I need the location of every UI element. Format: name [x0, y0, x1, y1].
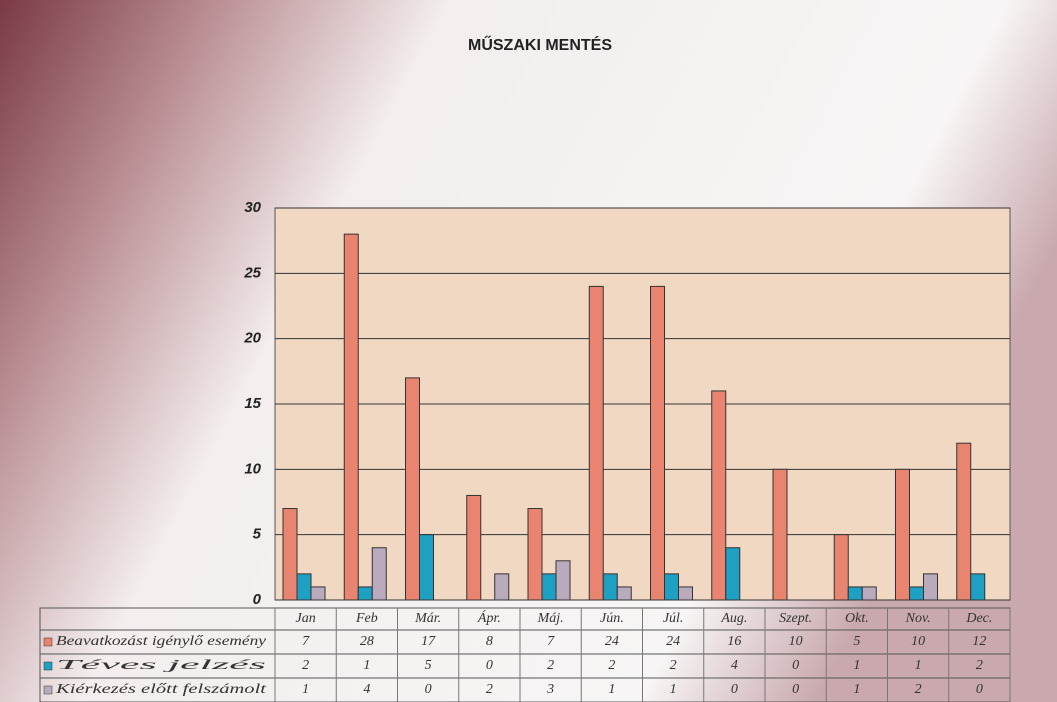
bar: [371, 547, 387, 601]
bar: [650, 285, 665, 601]
bar: [711, 390, 727, 601]
x-tick-label: Júl.: [663, 611, 684, 626]
table-value: 12: [972, 634, 986, 649]
legend-label: Beavatkozást igénylő esemény: [56, 634, 267, 649]
table-value: 5: [425, 658, 432, 673]
table-value: 1: [302, 682, 309, 697]
table-value: 1: [853, 682, 860, 697]
bar: [909, 586, 924, 601]
bar: [527, 508, 543, 601]
table-value: 0: [425, 682, 432, 697]
table-value: 2: [915, 682, 922, 697]
table-value: 2: [302, 658, 309, 673]
y-tick-label: 10: [244, 460, 261, 477]
x-tick-label: Ápr.: [477, 609, 501, 626]
y-tick-label: 15: [244, 395, 261, 412]
y-tick-label: 20: [243, 330, 261, 347]
table-value: 7: [547, 634, 555, 649]
table-value: 2: [670, 658, 677, 673]
bar: [405, 377, 420, 601]
bar: [970, 573, 986, 601]
bar: [494, 573, 510, 601]
table-value: 0: [731, 682, 738, 697]
table-value: 1: [853, 658, 860, 673]
y-tick-label: 0: [253, 591, 262, 608]
table-value: 3: [546, 682, 554, 697]
table-value: 10: [911, 634, 925, 649]
table-value: 2: [547, 658, 554, 673]
bar: [602, 573, 618, 601]
table-value: 24: [666, 634, 680, 649]
bar: [541, 573, 557, 601]
table-value: 7: [302, 634, 310, 649]
table-value: 4: [731, 658, 738, 673]
bar: [833, 534, 849, 601]
table-value: 0: [792, 658, 799, 673]
table-value: 28: [360, 634, 374, 649]
table-value: 17: [421, 634, 436, 649]
x-tick-label: Már.: [414, 611, 441, 626]
bar: [466, 494, 482, 601]
x-tick-label: Jún.: [600, 611, 624, 626]
table-value: 1: [363, 658, 370, 673]
x-tick-label: Máj.: [537, 611, 564, 626]
table-value: 10: [789, 634, 803, 649]
table-value: 1: [915, 658, 922, 673]
table-value: 8: [486, 634, 493, 649]
legend-swatch: [43, 637, 53, 647]
x-tick-label: Nov.: [905, 611, 931, 626]
bar: [664, 573, 679, 601]
y-tick-label: 30: [244, 199, 261, 216]
bar: [282, 508, 298, 601]
table-value: 1: [608, 682, 615, 697]
bar: [678, 586, 693, 601]
x-tick-label: Jan: [296, 611, 316, 626]
legend-label: Kiérkezés előtt felszámolt: [55, 682, 268, 697]
chart-title: MŰSZAKI MENTÉS: [468, 35, 612, 54]
table-value: 0: [486, 658, 493, 673]
bar: [588, 285, 604, 601]
bar: [616, 586, 632, 601]
bar: [772, 468, 788, 601]
legend-label: Téves jelzés: [56, 658, 268, 673]
bar: [956, 442, 972, 601]
table-value: 5: [853, 634, 860, 649]
table-value: 16: [727, 634, 741, 649]
table-value: 2: [486, 682, 493, 697]
x-tick-label: Feb: [355, 611, 378, 626]
bar: [555, 560, 571, 601]
table-value: 4: [363, 682, 370, 697]
y-tick-label: 5: [253, 526, 262, 543]
bar: [310, 586, 326, 601]
table-value: 2: [976, 658, 983, 673]
legend-swatch: [43, 661, 53, 671]
bar: [923, 573, 938, 601]
table-value: 0: [976, 682, 983, 697]
bar: [847, 586, 863, 601]
bar: [861, 586, 877, 601]
bar: [357, 586, 373, 601]
bar: [725, 547, 741, 601]
x-tick-label: Szept.: [779, 611, 812, 626]
x-tick-label: Okt.: [845, 611, 869, 626]
x-tick-label: Dec.: [965, 611, 992, 626]
legend-swatch: [43, 685, 53, 695]
table-value: 2: [608, 658, 615, 673]
bar: [895, 468, 910, 601]
table-value: 1: [670, 682, 677, 697]
bar: [343, 233, 359, 601]
bar: [296, 573, 312, 601]
table-value: 0: [792, 682, 799, 697]
y-tick-label: 25: [243, 264, 261, 281]
bar: [419, 534, 434, 601]
x-tick-label: Aug.: [720, 611, 747, 626]
table-value: 24: [605, 634, 619, 649]
